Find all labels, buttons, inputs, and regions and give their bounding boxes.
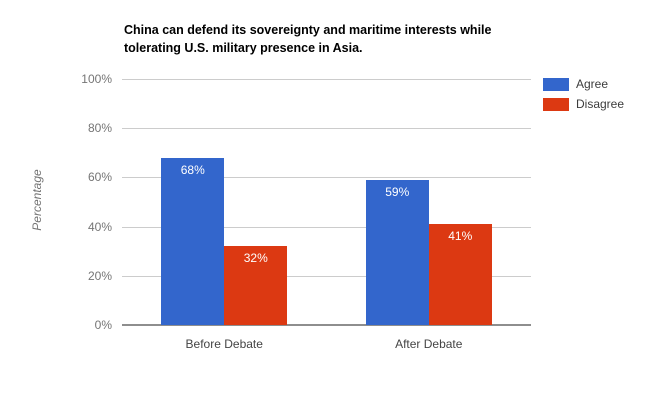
bar-value-label-disagree-before-debate: 32% (243, 251, 268, 266)
gridline-80- (122, 128, 531, 130)
legend-label-agree: Agree (576, 77, 609, 91)
x-category-label-before-debate: Before Debate (185, 337, 263, 351)
legend-item-disagree: Disagree (543, 97, 624, 111)
bar-value-label-agree-before-debate: 68% (180, 162, 205, 177)
y-axis-title: Percentage (30, 169, 44, 231)
gridline-100- (122, 79, 531, 80)
x-category-label-after-debate: After Debate (395, 337, 463, 351)
y-tick-label-60-: 60% (87, 170, 112, 185)
legend: Agree Disagree (543, 77, 624, 117)
bar-agree-after-debate: 59% (365, 179, 429, 325)
y-tick-label-100-: 100% (81, 72, 112, 86)
chart-title: China can defend its sovereignty and mar… (124, 22, 491, 57)
legend-item-agree: Agree (543, 77, 624, 91)
legend-swatch-disagree (543, 97, 569, 111)
gridline-20- (122, 275, 531, 277)
bar-disagree-before-debate: 32% (224, 246, 288, 325)
bar-value-label-disagree-after-debate: 41% (448, 229, 473, 244)
y-tick-label-80-: 80% (87, 121, 112, 136)
bar-value-label-agree-after-debate: 59% (385, 184, 410, 199)
gridline-40- (122, 226, 531, 228)
bar-disagree-after-debate: 41% (428, 224, 492, 325)
legend-swatch-agree (543, 77, 569, 91)
y-tick-label-40-: 40% (87, 219, 112, 234)
y-tick-label-20-: 20% (87, 268, 112, 283)
bar-agree-before-debate: 68% (161, 157, 225, 325)
chart-title-line-2: tolerating U.S. military presence in Asi… (124, 40, 363, 55)
legend-label-disagree: Disagree (576, 97, 625, 111)
x-axis-line (122, 324, 531, 326)
y-tick-label-0-: 0% (94, 318, 112, 332)
gridline-60- (122, 177, 531, 179)
chart-title-line-1: China can defend its sovereignty and mar… (124, 23, 492, 37)
